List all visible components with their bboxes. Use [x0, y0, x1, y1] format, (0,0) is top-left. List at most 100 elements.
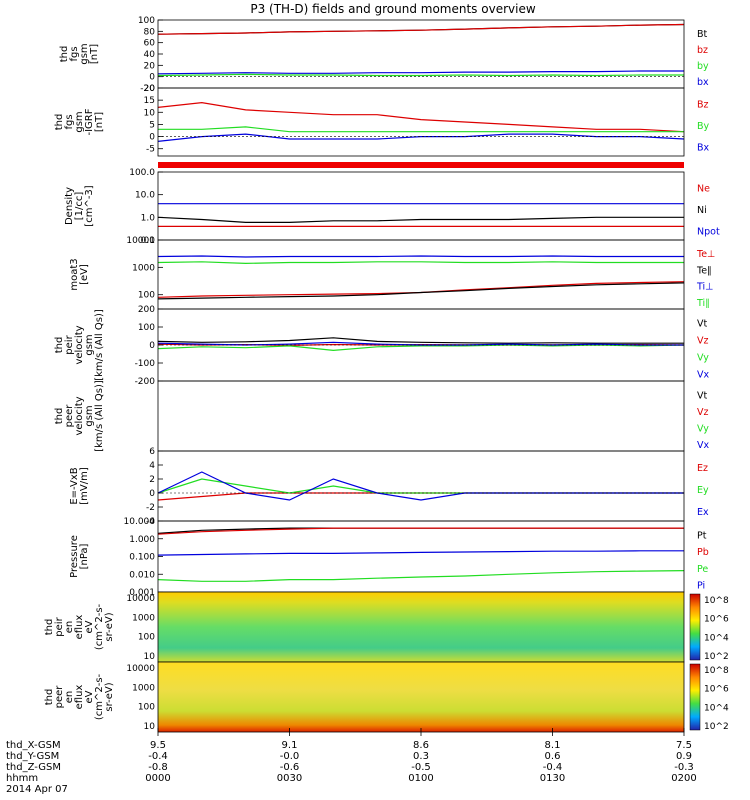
panel-8: 10.000 1.000 0.100 0.010 0.001 Pt Pb Pe Pi Pressu…: [69, 517, 709, 598]
colorbar-label: 10^6: [704, 685, 729, 695]
y-tick-label: 60: [144, 39, 156, 49]
panel-5: 200 100 0 -100 -200 Vt Vz Vy Vx thdpeirvelocitygs…: [54, 305, 709, 387]
legend-by: by: [697, 61, 709, 72]
y-tick-label: 80: [144, 27, 156, 37]
series-bz: [157, 23, 685, 35]
series-Ez: [157, 492, 684, 501]
x-tick-label: 0130: [540, 773, 565, 784]
series-Ni: [157, 216, 684, 223]
y-tick-label: -4: [146, 517, 155, 527]
x-tick-label: 0.6: [545, 751, 561, 762]
panel-3: 100.0 10.0 1.0 0.1 Ne Ni Npot Density[1/cc][cm^…: [64, 168, 720, 246]
legend-Vt: Vt: [697, 390, 707, 401]
legend-Te∥: Te∥: [696, 265, 712, 276]
legend-Pe: Pe: [697, 564, 708, 575]
series-by: [157, 73, 684, 77]
y-tick-label: 40: [144, 50, 156, 60]
y-tick-label: 6: [149, 447, 155, 457]
colorbar-bar: [689, 593, 701, 661]
y-axis-label: thdfgsgsm[nT]: [59, 43, 100, 64]
series-Ti⊥: [157, 255, 684, 258]
x-tick-label: -0.8: [148, 762, 168, 773]
colorbar-label: 10^2: [704, 722, 729, 732]
y-axis-label: moat3[eV]: [69, 258, 90, 290]
x-tick-label: 0200: [671, 773, 696, 784]
y-tick-label: 5: [149, 120, 155, 130]
legend-Npot: Npot: [697, 226, 720, 237]
x-row-label: hhmm: [6, 773, 38, 784]
y-axis-label: Pressure[nPa]: [69, 535, 90, 578]
x-tick-label: 9.1: [282, 740, 298, 751]
panel-9: 10^8 10^6 10^4 10^2 10000 1000 100 10 thdpeirene…: [44, 591, 729, 663]
x-tick-label: -0.3: [674, 762, 694, 773]
spectrogram: [158, 592, 684, 662]
y-tick-label: -20: [140, 84, 155, 94]
panel-7: 6 4 2 0 -2 -4 Ez Ey Ex E=-VxB[mV/m]: [69, 447, 709, 527]
legend-By: By: [697, 121, 710, 132]
y-tick-label: 10.0: [135, 191, 155, 201]
x-tick-label: 0.9: [676, 751, 692, 762]
y-tick-label: 10: [144, 108, 156, 118]
y-tick-label: -5: [146, 145, 155, 155]
y-axis-label: E=-VxB[mV/m]: [69, 467, 90, 505]
y-tick-label: 2: [149, 475, 155, 485]
series-Pb: [157, 527, 684, 535]
series-Vt: [157, 337, 684, 344]
series-Vx: [157, 341, 684, 346]
x-tick-label: -0.4: [148, 751, 168, 762]
y-axis-label: thdpeervelocitygsm[km/s (All Qs)]: [54, 380, 105, 452]
x-tick-label: -0.0: [280, 751, 300, 762]
y-tick-label: 100: [138, 323, 155, 333]
legend-Bz: Bz: [697, 100, 709, 111]
y-tick-label: 10: [144, 722, 156, 732]
series-Ti∥: [157, 261, 684, 265]
status-bar: [158, 162, 684, 168]
y-tick-label: 0.100: [129, 553, 155, 563]
legend-Vx: Vx: [697, 440, 709, 451]
y-axis-label: thdpeirvelocitygsm[km/s (All Qs)]: [54, 309, 105, 381]
y-tick-label: 0.1: [141, 236, 155, 246]
y-tick-label: 0.010: [129, 570, 155, 580]
legend-Ex: Ex: [697, 507, 709, 518]
legend-bx: bx: [697, 77, 709, 88]
legend-Ti∥: Ti∥: [696, 298, 710, 309]
legend-Ne: Ne: [697, 184, 710, 195]
x-tick-label: -0.5: [411, 762, 431, 773]
legend-Ti⊥: Ti⊥: [696, 282, 713, 293]
legend-Bt: Bt: [697, 29, 708, 40]
panel-frame: [157, 171, 685, 241]
panel-6: Vt Vz Vy Vx thdpeervelocitygsm[km/s (All Qs)…: [54, 380, 709, 452]
x-tick-label: 0000: [145, 773, 170, 784]
x-tick-label: 0.3: [413, 751, 429, 762]
series-Ex: [157, 471, 684, 501]
x-row-label: thd_Z-GSM: [6, 762, 61, 773]
y-tick-label: 0: [149, 489, 155, 499]
series-Ey: [157, 478, 684, 494]
legend-Pt: Pt: [697, 530, 707, 541]
y-tick-label: 4: [149, 461, 155, 471]
y-axis-label: thdfgsgsm-IGRF[nT]: [54, 108, 105, 135]
series-Vy: [157, 344, 685, 352]
colorbar-label: 10^6: [704, 615, 729, 625]
x-tick-label: 0030: [277, 773, 302, 784]
y-axis-label: thdpeerenefluxeV(cm^2-s-sr-eV): [44, 673, 115, 720]
panel-4: 10000 1000 100 Te⊥ Te∥ Ti⊥ Ti∥ moat3[eV]: [69, 236, 715, 310]
x-tick-label: 0100: [408, 773, 433, 784]
panel-frame: [157, 380, 685, 452]
y-tick-label: 10000: [126, 236, 155, 246]
colorbar-label: 10^2: [704, 652, 729, 662]
series-Bz: [157, 101, 685, 133]
colorbar: 10^8 10^6 10^4 10^2: [689, 663, 729, 732]
y-tick-label: 1.0: [141, 213, 156, 223]
date-label: 2014 Apr 07: [6, 784, 68, 795]
series-Bx: [157, 133, 685, 142]
x-tick-label: 7.5: [676, 740, 692, 751]
y-tick-label: 100: [138, 16, 155, 26]
legend-Vz: Vz: [697, 407, 709, 418]
y-axis-label: thdpeirenefluxeV(cm^2-s-sr-eV): [44, 603, 115, 650]
y-tick-label: 100: [138, 633, 155, 643]
colorbar: 10^8 10^6 10^4 10^2: [689, 593, 729, 662]
y-tick-label: -2: [146, 503, 155, 513]
